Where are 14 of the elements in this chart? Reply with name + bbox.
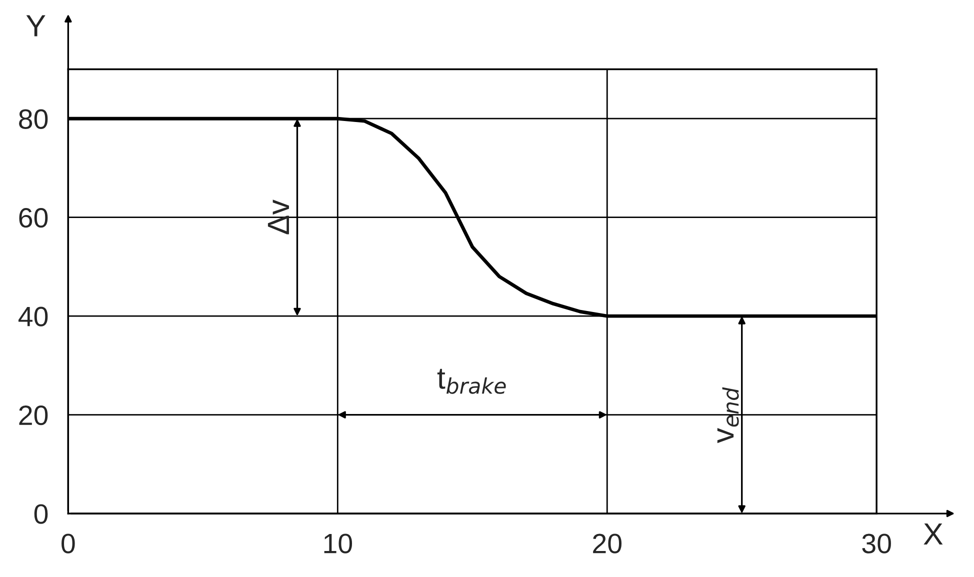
- x-tick-label: 30: [862, 534, 891, 554]
- y-axis-title: Y: [26, 15, 46, 36]
- x-tick-label: 0: [62, 534, 75, 554]
- annotation: t$_{brake}$: [437, 368, 506, 394]
- y-tick-label: 80: [19, 109, 48, 129]
- annotation: Δv: [268, 200, 289, 234]
- x-tick-label: 20: [593, 534, 622, 554]
- annotation: v$_{end}$: [717, 387, 739, 444]
- y-tick-label: 0: [34, 504, 48, 524]
- y-tick-label: 40: [18, 306, 48, 326]
- y-tick-label: 20: [19, 405, 48, 426]
- x-axis-title: X: [924, 524, 943, 545]
- x-tick-label: 10: [324, 534, 352, 554]
- y-tick-label: 60: [19, 208, 48, 228]
